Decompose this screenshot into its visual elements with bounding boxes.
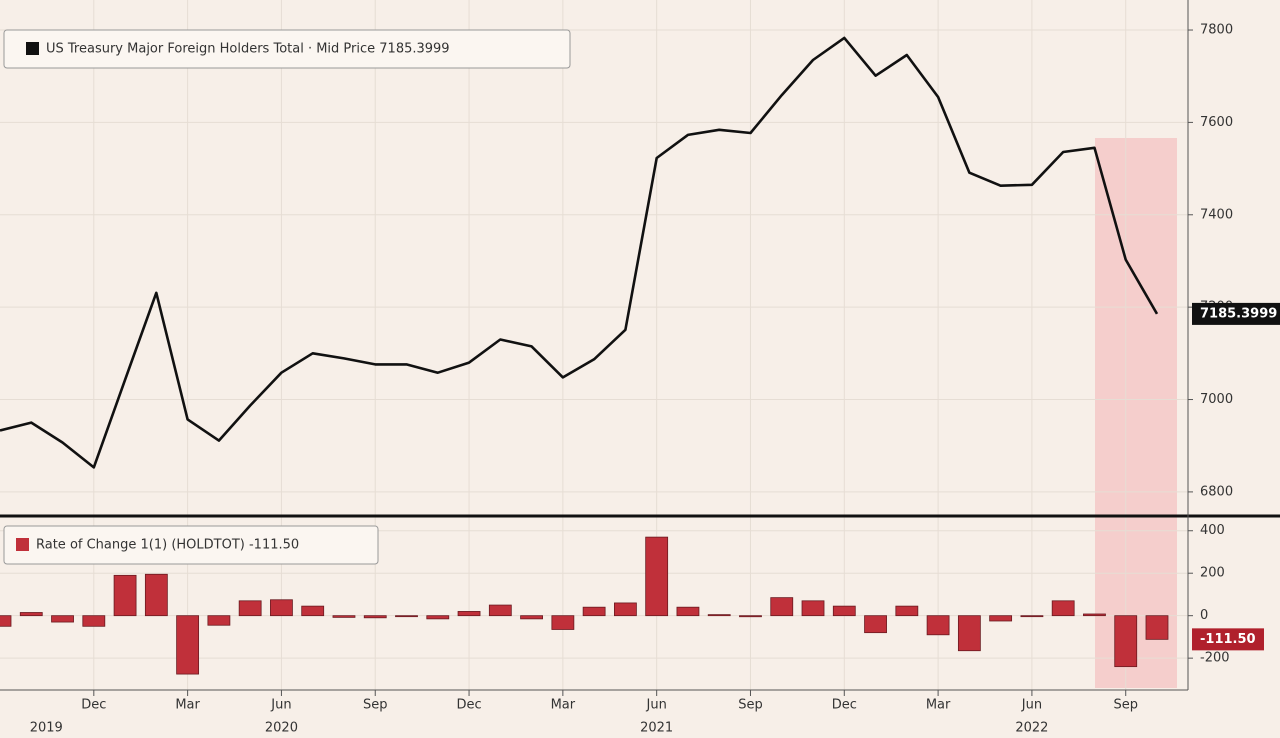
bar xyxy=(82,615,106,627)
bar xyxy=(707,614,731,617)
bar xyxy=(864,615,887,634)
bar xyxy=(957,615,981,652)
legend-text: US Treasury Major Foreign Holders Total … xyxy=(46,42,450,57)
x-tick-label: Dec xyxy=(81,698,106,713)
bar xyxy=(739,615,762,618)
bar xyxy=(614,602,637,617)
bar xyxy=(582,606,606,617)
x-tick-label: Sep xyxy=(363,698,388,713)
legend-swatch xyxy=(26,42,39,55)
bar xyxy=(1114,615,1138,668)
bar xyxy=(238,600,262,617)
bar xyxy=(0,615,12,627)
bar xyxy=(551,615,575,630)
bar xyxy=(395,615,418,618)
x-year-label: 2020 xyxy=(265,721,298,736)
bar xyxy=(832,605,856,617)
x-tick-label: Jun xyxy=(646,698,667,713)
y-tick-label: 7000 xyxy=(1200,392,1233,407)
bar xyxy=(1083,613,1106,617)
bar xyxy=(1051,600,1075,617)
x-tick-label: Sep xyxy=(738,698,763,713)
y-tick-label: 7600 xyxy=(1200,115,1233,130)
value-tag xyxy=(1192,628,1264,651)
y-tick-label: 6800 xyxy=(1200,484,1233,499)
line xyxy=(0,36,1159,469)
value-tag-label: 7185.3999 xyxy=(1200,306,1277,321)
x-tick-label: Mar xyxy=(175,698,200,713)
bar xyxy=(144,573,168,617)
bar xyxy=(301,605,325,617)
value-tag xyxy=(1192,302,1280,325)
bar xyxy=(332,615,356,618)
x-year-label: 2019 xyxy=(30,721,63,736)
bar xyxy=(176,615,200,675)
x-tick-label: Dec xyxy=(456,698,481,713)
bar xyxy=(426,615,450,620)
x-tick-label: Jun xyxy=(270,698,291,713)
y-tick-label: 200 xyxy=(1200,566,1225,581)
bar xyxy=(19,612,43,617)
x-year-label: 2021 xyxy=(640,721,673,736)
bar xyxy=(645,536,669,617)
bar xyxy=(51,615,74,623)
bar xyxy=(363,615,387,619)
legend-box xyxy=(3,29,571,69)
legend-box xyxy=(3,525,379,565)
bar xyxy=(520,615,543,620)
bar xyxy=(488,604,512,617)
y-tick-label: 0 xyxy=(1200,608,1208,623)
bar xyxy=(676,606,700,617)
y-tick-label: -200 xyxy=(1200,651,1230,666)
bar xyxy=(926,615,950,636)
value-tag-label: -111.50 xyxy=(1200,632,1256,647)
grid xyxy=(0,0,1188,690)
bar xyxy=(989,615,1013,622)
legend-swatch xyxy=(16,538,29,551)
x-tick-label: Mar xyxy=(926,698,951,713)
y-tick-label: 400 xyxy=(1200,523,1225,538)
y-tick-label: 7400 xyxy=(1200,207,1233,222)
bar xyxy=(270,599,293,617)
x-tick-label: Sep xyxy=(1113,698,1138,713)
bar xyxy=(770,597,794,617)
y-tick-label: 7800 xyxy=(1200,23,1233,38)
x-tick-label: Dec xyxy=(832,698,857,713)
bar xyxy=(457,611,481,617)
bar xyxy=(1020,615,1044,618)
bar xyxy=(801,600,825,617)
bar xyxy=(207,615,231,626)
bar xyxy=(895,605,919,617)
bar xyxy=(1145,615,1169,640)
legend-text: Rate of Change 1(1) (HOLDTOT) -111.50 xyxy=(36,538,299,553)
bar xyxy=(113,574,137,617)
highlight xyxy=(1095,138,1177,688)
x-tick-label: Jun xyxy=(1021,698,1042,713)
x-year-label: 2022 xyxy=(1015,721,1048,736)
x-tick-label: Mar xyxy=(551,698,576,713)
